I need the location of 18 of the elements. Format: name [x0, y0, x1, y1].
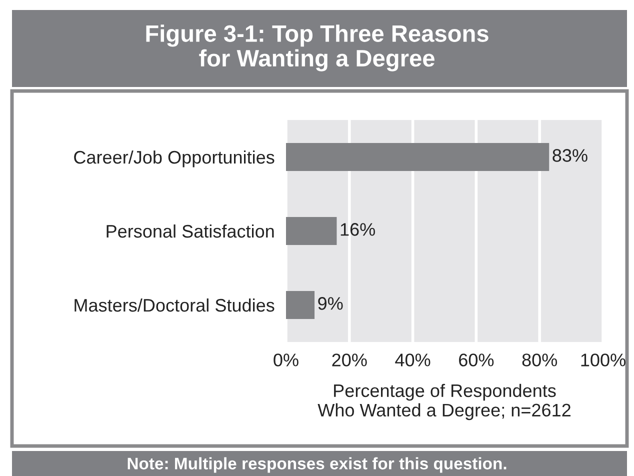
- bar: [286, 216, 337, 246]
- x-tick-label: 20%: [332, 354, 367, 366]
- bar: [286, 142, 550, 172]
- y-tick-label: Masters/Doctoral Studies: [74, 298, 274, 312]
- x-tick-label: 80%: [522, 354, 558, 366]
- x-tick-label: 0%: [274, 354, 298, 366]
- text: Note: Multiple responses exist for this question.: [128, 457, 506, 473]
- data-label: 9%: [318, 297, 343, 310]
- x-axis-title: Percentage of Respondents Who Wanted a Degree; n=2612: [318, 384, 570, 420]
- bar: [286, 290, 315, 320]
- y-tick-label: Personal Satisfaction: [106, 224, 274, 238]
- chart-title: Figure 3-1: Top Three Reasons for Wanting a Degree: [146, 24, 488, 72]
- data-label: 16%: [340, 223, 375, 236]
- x-tick-label: 100%: [581, 354, 626, 366]
- x-tick-label: 40%: [395, 354, 430, 366]
- data-label: 83%: [552, 149, 588, 162]
- x-tick-label: 60%: [459, 354, 494, 366]
- y-tick-label: Career/Job Opportunities: [74, 150, 274, 168]
